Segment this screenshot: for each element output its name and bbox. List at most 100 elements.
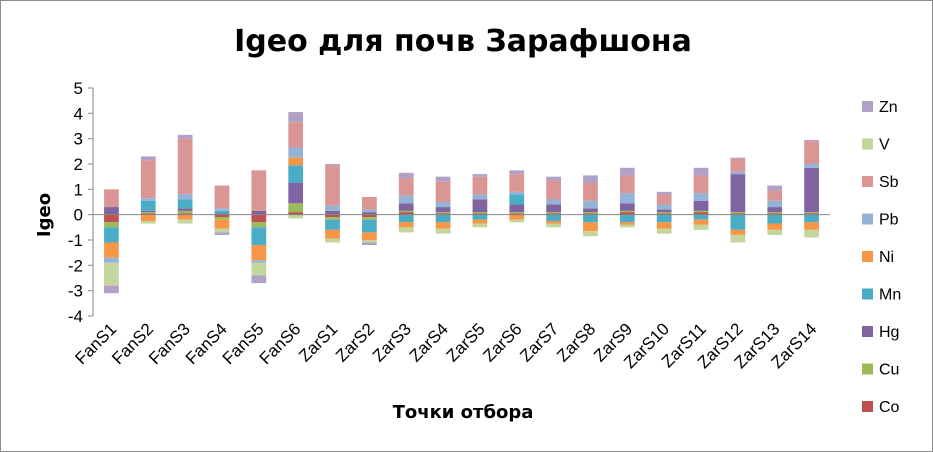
legend-swatch-ni [862,251,873,262]
y-tick-label: 2 [74,155,83,174]
bar-segment-co-zars6 [509,213,525,215]
bar-segment-cu-zars8 [583,212,598,214]
bar-segment-sb-zars10 [656,194,672,205]
x-tick-label: ZarS5 [443,319,489,365]
bar-segment-co-zars2 [362,214,377,218]
bar-segment-ni-zars12 [730,229,746,235]
y-tick-label: -1 [68,231,83,250]
bar-segment-zn-fans6 [288,112,304,123]
bar-segment-co-zars8 [583,213,598,215]
bar-segment-hg-zars1 [325,210,340,215]
bar-segment-mn-zars10 [656,214,672,223]
bar-segment-co-fans1 [104,214,119,223]
bar-segment-ni-fans1 [104,242,119,258]
bar-segment-v-zars11 [693,224,709,230]
legend-swatch-cu [862,363,873,375]
bar-segment-cu-zars13 [767,212,783,214]
bar-segment-zn-zars7 [546,176,561,181]
bar-segment-zn-fans5 [251,275,267,284]
bar-segment-v-fans4 [214,228,230,233]
bar-segment-cu-fans2 [140,212,156,214]
bar-segment-v-zars4 [435,228,451,234]
bar-segment-sb-zars9 [619,175,635,194]
bar-segment-zn-zars3 [398,172,414,178]
bar-segment-v-zars8 [583,231,598,237]
legend: Zn V Sb Pb Ni Mn Hg Cu Co [862,99,901,416]
bar-segment-v-zars2 [362,240,377,243]
legend-swatch-zn [862,101,873,112]
bar-segment-mn-zars9 [619,214,635,223]
bar-segment-pb-zars7 [546,199,561,205]
y-tick-label: 3 [74,130,83,149]
bar-segment-sb-zars1 [325,165,340,206]
bar-segment-cu-zars1 [325,217,340,220]
bar-segment-pb-zars11 [693,193,709,201]
bar-segment-mn-zars7 [546,214,561,221]
bar-segment-pb-zars5 [472,194,488,200]
bar-segment-ni-zars6 [509,214,525,220]
bar-segment-co-zars12 [730,213,746,215]
bar-segment-zn-fans1 [104,285,119,294]
bar-segment-sb-zars8 [583,183,598,201]
bar-segment-hg-zars6 [509,204,525,213]
bar-segment-pb-zars6 [509,191,525,195]
bar-segment-mn-zars6 [509,194,525,205]
bar-segment-v-zars6 [509,219,525,223]
bar-segment-pb-fans3 [177,194,193,200]
bar-segment-mn-fans4 [214,210,230,214]
x-tick-label: FanS5 [219,319,268,368]
bar-segment-zn-zars2 [362,242,377,246]
bar-segment-co-zars3 [398,212,414,215]
bar-segment-hg-zars3 [398,203,414,211]
bar-segment-co-zars9 [619,212,635,215]
bar-segment-mn-fans2 [140,200,156,211]
bar-segment-co-zars4 [435,213,451,215]
bar-segment-hg-zars10 [656,209,672,213]
bar-segment-ni-zars14 [804,222,819,230]
bar-segment-cu-zars6 [509,212,525,214]
bar-segment-hg-zars14 [804,167,819,213]
bar-segment-pb-fans5 [251,260,267,263]
bar-segment-pb-zars10 [656,204,672,210]
bar-segment-sb-zars14 [804,141,819,164]
bar-segment-v-fans6 [288,214,304,219]
bar-segment-ni-zars11 [693,219,709,225]
bar-segment-zn-zars11 [693,167,709,176]
bar-segment-cu-zars11 [693,210,709,213]
bar-segment-hg-fans5 [251,210,267,215]
bar-segment-pb-fans6 [288,147,304,158]
bar-segment-zn-zars12 [730,157,746,159]
bar-segment-sb-fans3 [177,138,193,195]
y-tick-label: 5 [74,79,83,98]
bar-segment-hg-fans1 [104,207,119,215]
legend-label-zn: Zn [879,99,898,116]
bar-segment-hg-zars12 [730,174,746,213]
bar-segment-mn-zars2 [362,219,377,233]
legend-label-co: Co [879,399,900,416]
bar-segment-pb-zars4 [435,202,451,208]
x-tick-label: ZarS3 [369,319,415,365]
x-axis-title: Точки отбора [393,402,534,423]
x-tick-label: ZarS6 [479,319,525,365]
bar-segment-hg-zars7 [546,204,561,213]
legend-label-pb: Pb [879,212,899,229]
bar-segment-mn-fans6 [288,165,304,183]
bar-segment-hg-zars2 [362,212,377,215]
bar-segment-cu-fans1 [104,222,119,228]
bar-segment-co-fans6 [288,212,304,215]
bar-segment-sb-fans4 [214,185,230,209]
bar-segment-mn-zars1 [325,219,340,230]
bar-segment-v-zars10 [656,228,672,234]
bar-segment-mn-fans5 [251,227,267,246]
bar-segment-co-zars5 [472,213,488,215]
y-tick-label: 1 [74,180,83,199]
legend-swatch-v [862,138,873,150]
y-tick-label: 4 [74,104,83,123]
legend-label-sb: Sb [879,174,899,191]
chart-title: Igeo для почв Зарафшона [234,24,692,59]
bar-segment-mn-zars8 [583,214,598,223]
bar-segment-sb-zars12 [730,158,746,172]
bar-segment-zn-zars1 [325,164,340,166]
bar-segment-co-fans5 [251,214,267,223]
bar-segment-v-zars3 [398,227,414,233]
